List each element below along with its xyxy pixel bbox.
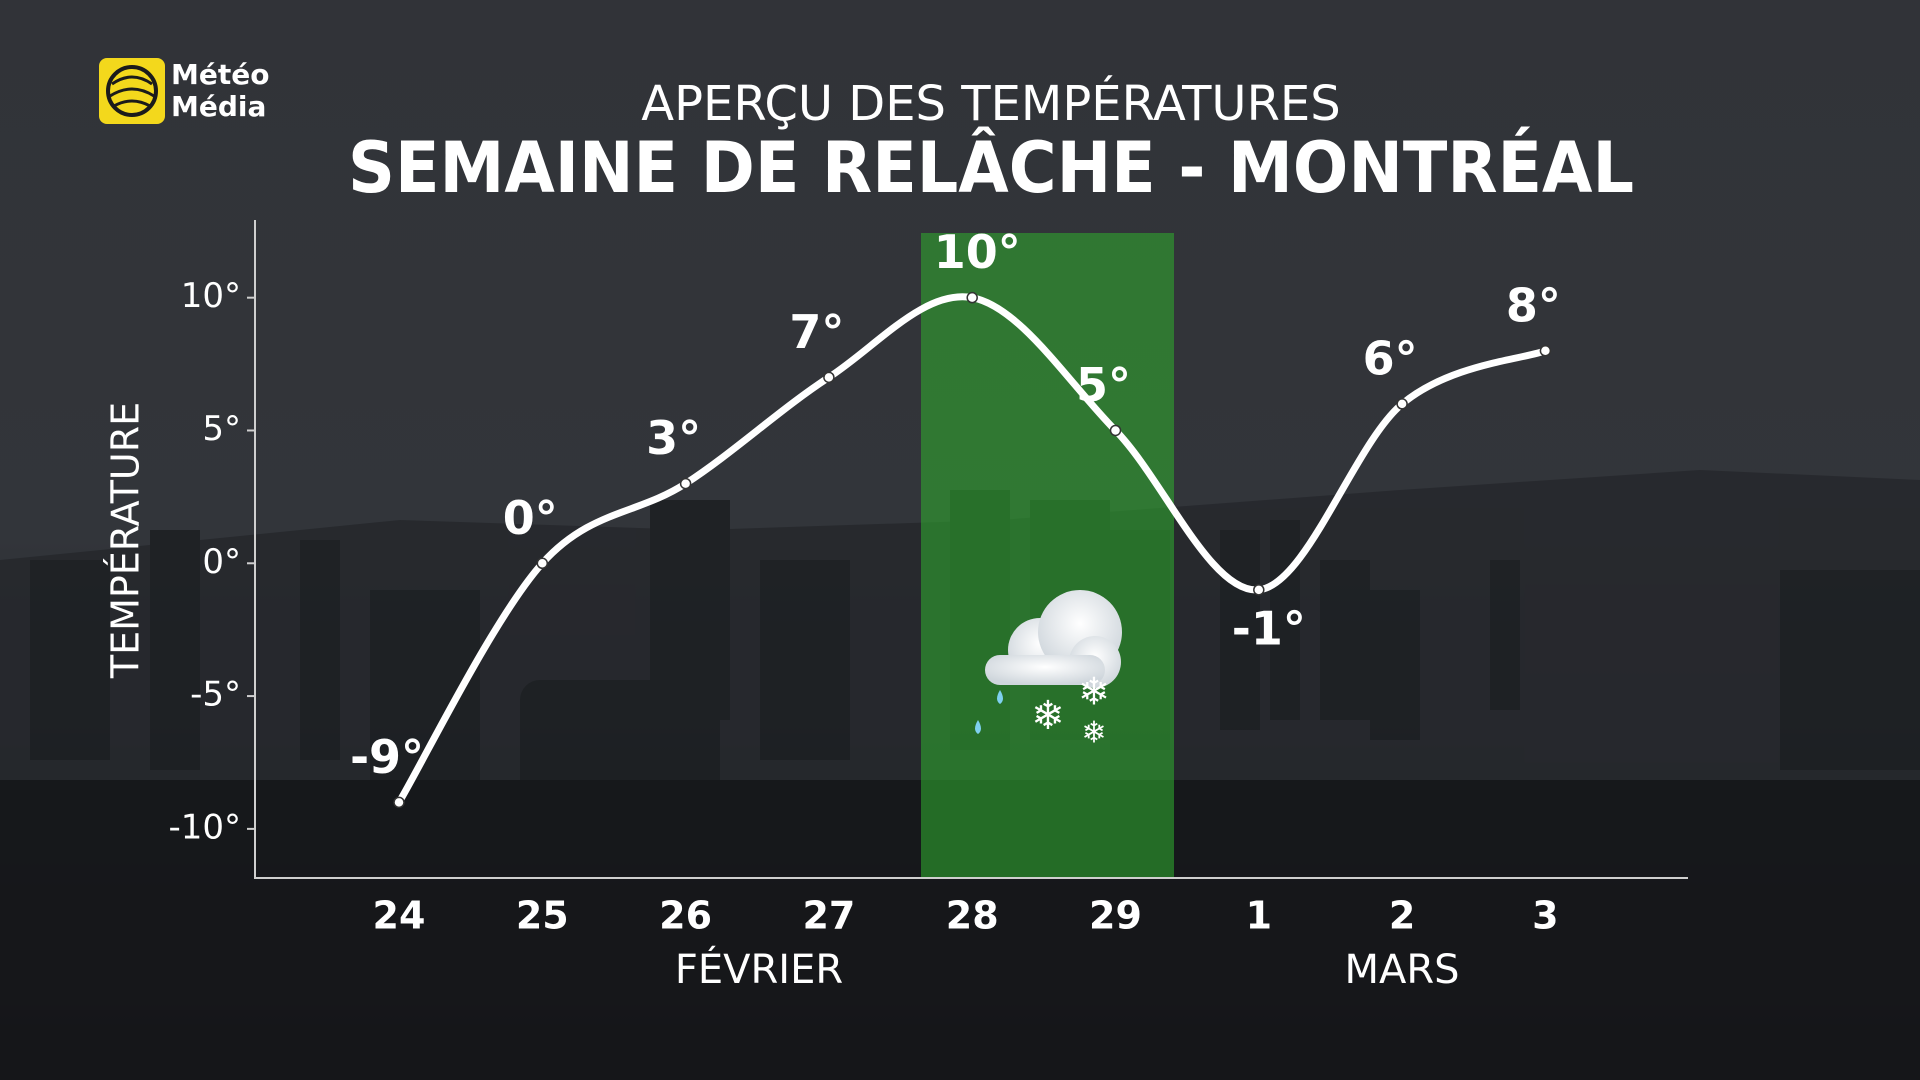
value-label: 3° bbox=[646, 411, 701, 465]
data-point bbox=[1253, 584, 1265, 596]
data-point bbox=[823, 371, 835, 384]
chart-title: APERÇU DES TEMPÉRATURES bbox=[641, 75, 1340, 132]
x-tick-label: 25 bbox=[516, 894, 569, 938]
month-label: FÉVRIER bbox=[675, 945, 843, 993]
data-point bbox=[1109, 424, 1122, 437]
data-point bbox=[393, 796, 405, 809]
data-point bbox=[679, 477, 692, 490]
weather-icon: ❄ ❄ ❄ bbox=[975, 590, 1122, 751]
y-tick-label: 5° bbox=[202, 409, 241, 449]
value-label: 10° bbox=[934, 225, 1021, 279]
svg-text:❄: ❄ bbox=[1031, 693, 1065, 739]
x-tick-label: 1 bbox=[1246, 894, 1272, 938]
data-point bbox=[966, 291, 978, 304]
y-axis-label: TEMPÉRATURE bbox=[104, 402, 148, 679]
x-tick-label: 26 bbox=[659, 894, 712, 938]
chart-subtitle: SEMAINE DE RELÂCHE - MONTRÉAL bbox=[348, 127, 1634, 209]
y-tick-label: 0° bbox=[202, 542, 241, 582]
x-tick-label: 3 bbox=[1532, 894, 1558, 938]
value-label: -9° bbox=[350, 730, 424, 784]
month-label: MARS bbox=[1344, 947, 1459, 993]
value-label: 7° bbox=[789, 305, 844, 359]
x-tick-label: 29 bbox=[1089, 894, 1142, 938]
axis bbox=[254, 220, 1688, 879]
logo-text: Média bbox=[171, 90, 266, 123]
x-tick-label: 27 bbox=[802, 894, 855, 938]
y-tick-label: 10° bbox=[181, 276, 241, 316]
y-tick-label: -5° bbox=[190, 675, 241, 715]
x-tick-label: 24 bbox=[373, 894, 426, 938]
value-label: 0° bbox=[503, 491, 558, 545]
logo-lines bbox=[109, 75, 155, 108]
highlight-band bbox=[921, 233, 1174, 878]
value-label: 8° bbox=[1506, 278, 1561, 332]
svg-text:❄: ❄ bbox=[1081, 716, 1106, 751]
data-point bbox=[1539, 345, 1552, 357]
value-label: -1° bbox=[1232, 601, 1306, 655]
x-tick-label: 28 bbox=[946, 894, 999, 938]
logo: Météo Média bbox=[99, 58, 269, 124]
svg-text:❄: ❄ bbox=[1078, 670, 1110, 714]
y-tick-label: -10° bbox=[168, 807, 241, 847]
data-point bbox=[536, 557, 549, 570]
logo-globe bbox=[106, 65, 158, 117]
value-label: 5° bbox=[1076, 358, 1131, 412]
logo-text: Météo bbox=[171, 58, 269, 91]
value-label: 6° bbox=[1363, 331, 1418, 385]
data-point bbox=[1396, 398, 1408, 410]
x-tick-label: 2 bbox=[1389, 894, 1415, 938]
